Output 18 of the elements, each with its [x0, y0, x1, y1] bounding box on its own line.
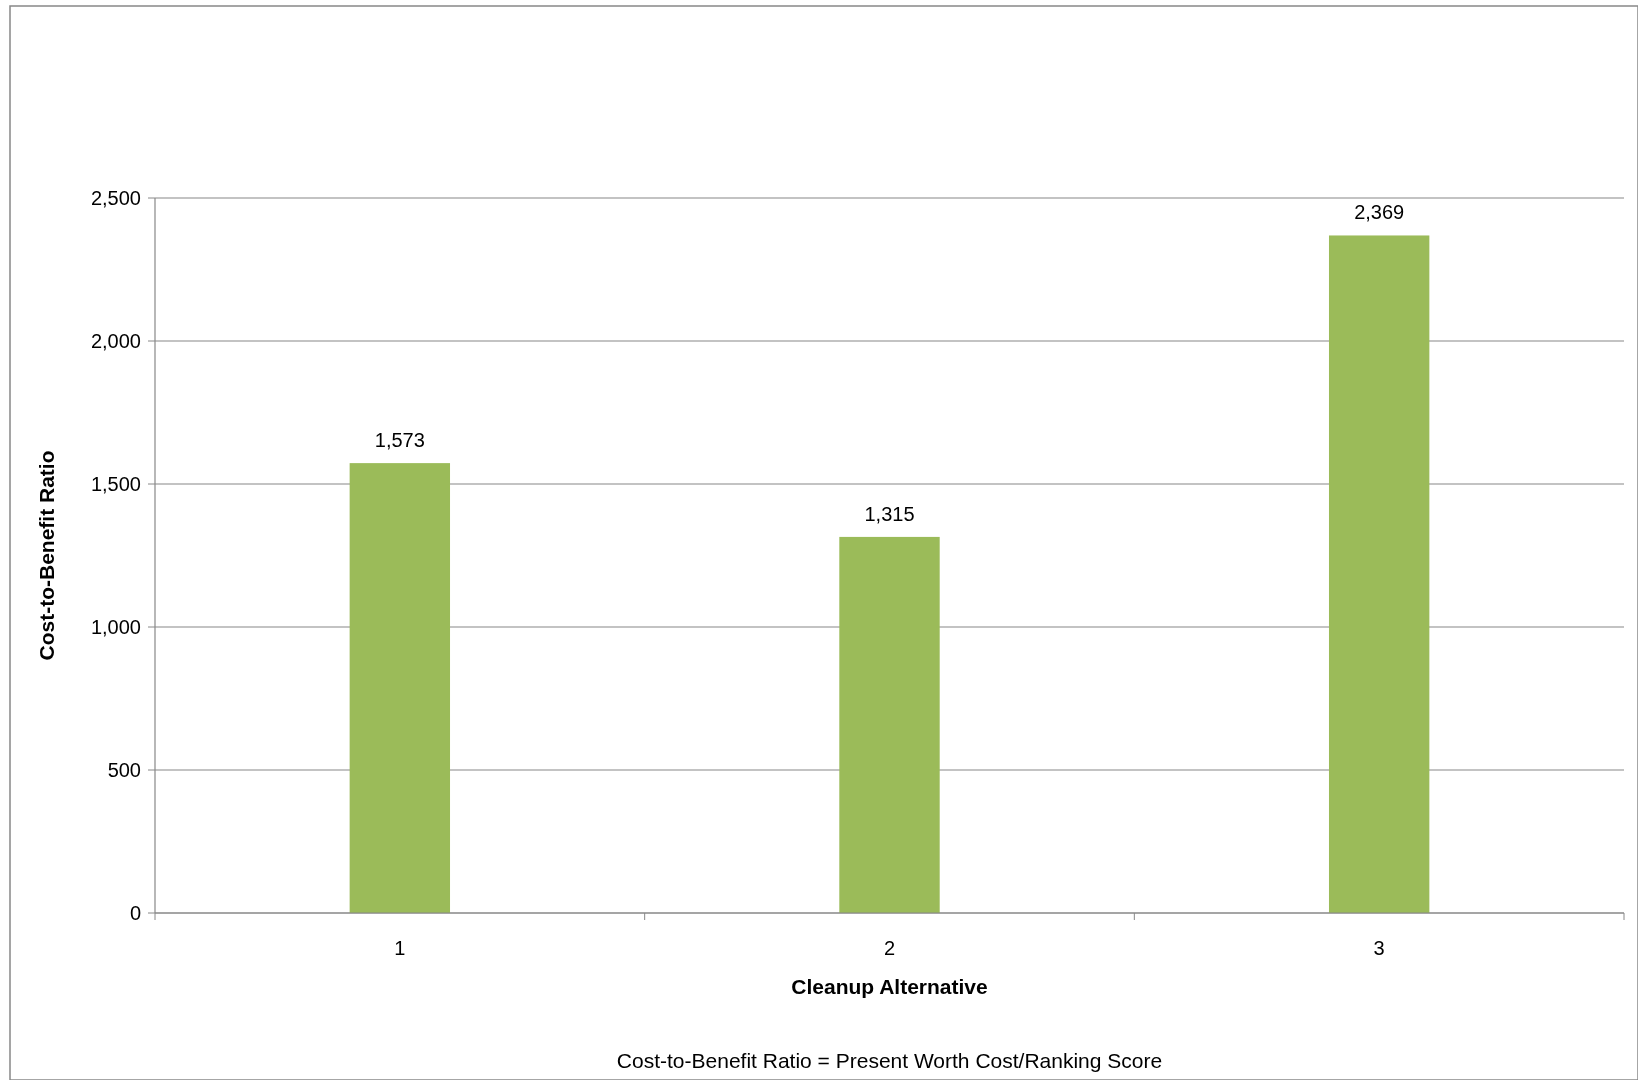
bar: [349, 463, 451, 913]
y-tick-label: 1,000: [90, 616, 141, 638]
y-axis-title: Cost-to-Benefit Ratio: [35, 450, 58, 661]
x-tick-label: 3: [1373, 937, 1385, 959]
y-tick-label: 0: [129, 902, 141, 924]
bar: [839, 536, 940, 913]
x-tick-label: 1: [394, 937, 406, 959]
data-label: 1,315: [864, 502, 915, 525]
x-axis-title: Cleanup Alternative: [791, 975, 988, 998]
y-tick-label: 2,500: [90, 187, 141, 209]
x-tick-label: 2: [883, 937, 896, 959]
y-tick-label: 2,000: [90, 330, 141, 352]
text: Cost-to-Benefit Ratio = Present Worth Cost/Ranking Score: [616, 1049, 1163, 1072]
y-tick-label: 1,500: [90, 473, 141, 495]
bar: [1328, 235, 1430, 913]
data-label: 1,573: [374, 429, 425, 452]
y-tick-label: 500: [107, 759, 141, 781]
data-label: 2,369: [1354, 201, 1405, 224]
